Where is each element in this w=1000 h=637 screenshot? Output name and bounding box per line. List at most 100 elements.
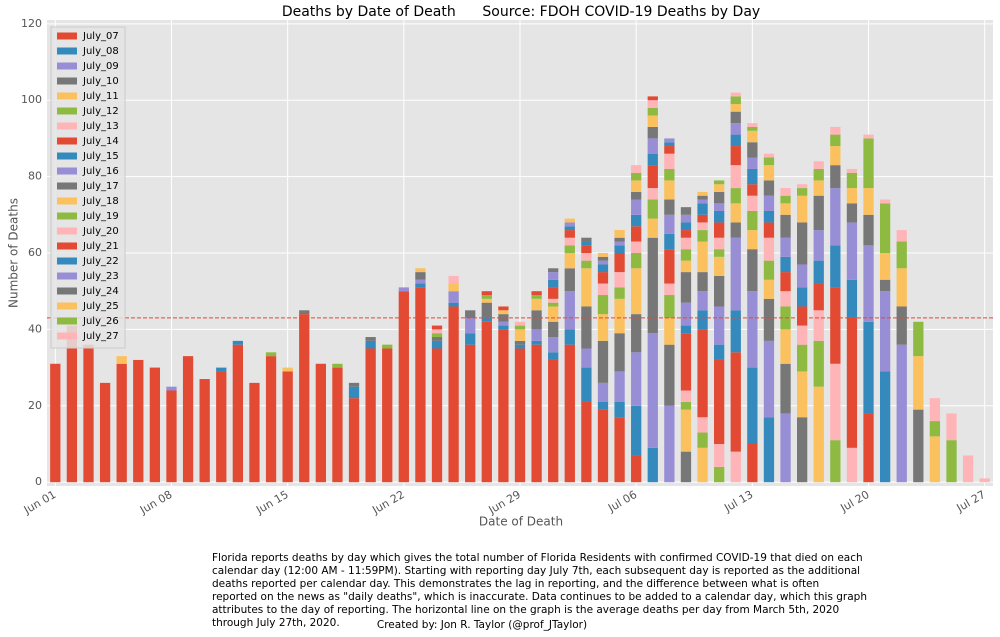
bar-segment — [879, 371, 891, 483]
bar-segment — [265, 356, 277, 483]
bar-segment — [863, 134, 874, 139]
bar-segment — [564, 268, 575, 292]
bar-segment — [216, 367, 227, 372]
legend-label: July_19 — [82, 211, 119, 222]
bar-segment — [116, 363, 127, 483]
legend-swatch — [57, 317, 77, 325]
legend-label: July_07 — [82, 31, 119, 42]
bar-segment — [365, 337, 376, 341]
bar-segment — [531, 310, 542, 330]
bar-segment — [398, 287, 409, 292]
bar-segment — [531, 329, 542, 341]
bar-segment — [481, 295, 492, 299]
bar-segment — [448, 306, 459, 483]
bar-segment — [99, 382, 111, 483]
bar-segment — [581, 253, 592, 261]
bar-segment — [382, 348, 393, 483]
bar-segment — [548, 337, 559, 353]
bar-segment — [415, 283, 426, 288]
bar-segment — [564, 218, 575, 223]
y-tick-label: 0 — [35, 475, 42, 488]
bar-segment — [796, 287, 808, 307]
bar-segment — [763, 157, 775, 166]
bar-segment — [232, 344, 244, 483]
bar-segment — [730, 203, 741, 223]
bar-segment — [398, 291, 409, 483]
bar-segment — [647, 218, 658, 238]
bar-segment — [415, 279, 426, 284]
bar-segment — [714, 180, 725, 185]
legend-swatch — [57, 197, 77, 205]
bar-segment — [730, 222, 741, 238]
bar-segment — [714, 237, 725, 250]
y-tick-label: 20 — [28, 399, 42, 412]
bar-segment — [166, 386, 177, 391]
chart: Deaths by Date of Death Source: FDOH COV… — [7, 4, 993, 529]
bar-segment — [747, 157, 758, 169]
bar-segment — [730, 92, 741, 97]
bar-segment — [946, 413, 957, 441]
y-tick-label: 120 — [21, 17, 42, 30]
bar-segment — [697, 272, 708, 292]
bar-segment — [796, 325, 808, 345]
bar-segment — [564, 344, 575, 483]
bar-segment — [614, 237, 625, 242]
y-tick-label: 60 — [28, 246, 42, 259]
bar-segment — [348, 386, 360, 399]
bar-segment — [763, 417, 775, 483]
bar-segment — [631, 191, 642, 200]
bar-segment — [647, 138, 658, 154]
bar-segment — [597, 260, 609, 265]
bar-segment — [265, 352, 277, 357]
bar-segment — [830, 363, 841, 441]
bar-segment — [581, 260, 592, 269]
bar-segment — [863, 413, 874, 483]
bar-segment — [149, 367, 161, 483]
bar-segment — [763, 165, 775, 181]
bar-segment — [813, 283, 824, 311]
bar-segment — [631, 405, 642, 456]
bar-segment — [597, 401, 609, 410]
y-tick-label: 40 — [28, 322, 42, 335]
bar-segment — [448, 283, 459, 292]
bar-segment — [332, 367, 343, 483]
bar-segment — [796, 344, 808, 372]
legend-label: July_10 — [82, 76, 119, 87]
bar-segment — [863, 321, 874, 414]
bar-segment — [614, 287, 625, 299]
x-tick-label: Jun 22 — [369, 488, 406, 517]
bar-segment — [548, 359, 559, 483]
bar-segment — [514, 321, 526, 326]
bar-segment — [846, 317, 858, 448]
legend-label: July_16 — [82, 166, 119, 177]
bar-segment — [680, 401, 692, 410]
bar-segment — [697, 432, 708, 448]
bar-segment — [133, 359, 144, 483]
x-tick-label: Jun 15 — [253, 488, 290, 517]
bar-segment — [697, 203, 708, 215]
legend-label: July_09 — [82, 61, 119, 72]
x-tick-label: Jun 01 — [21, 488, 58, 517]
legend-label: July_22 — [82, 256, 119, 267]
bar-segment — [929, 398, 941, 422]
bar-segment — [697, 447, 708, 483]
bar-segment — [896, 268, 907, 307]
bar-segment — [282, 371, 293, 483]
bar-segment — [780, 363, 791, 414]
bar-segment — [581, 401, 592, 483]
bar-segment — [697, 199, 708, 204]
bar-segment — [631, 165, 642, 173]
bar-segment — [747, 291, 758, 368]
bar-segment — [664, 146, 675, 154]
bar-segment — [863, 214, 874, 246]
bar-segment — [763, 279, 775, 299]
bar-segment — [714, 191, 725, 204]
bar-segment — [747, 142, 758, 158]
y-tick-label: 80 — [28, 170, 42, 183]
bar-segment — [332, 363, 343, 368]
bar-segment — [647, 107, 658, 116]
bar-segment — [564, 230, 575, 238]
bar-segment — [597, 264, 609, 273]
legend-label: July_23 — [82, 271, 119, 282]
